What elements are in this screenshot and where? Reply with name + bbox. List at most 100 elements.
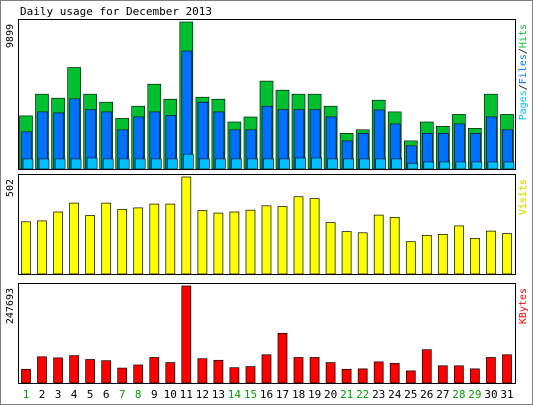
bar-kbytes-12 bbox=[197, 358, 208, 384]
bar-visits-23 bbox=[373, 214, 384, 275]
bar-kbytes-5 bbox=[85, 359, 95, 384]
bar-kbytes-16 bbox=[261, 354, 272, 384]
bar-pages-13 bbox=[215, 158, 226, 170]
bar-pages-27 bbox=[439, 161, 451, 170]
bar-kbytes-17 bbox=[277, 332, 288, 384]
chart-title: Daily usage for December 2013 bbox=[20, 5, 212, 18]
bar-kbytes-22 bbox=[357, 368, 368, 384]
bar-kbytes-19 bbox=[309, 357, 320, 384]
bar-visits-5 bbox=[85, 215, 95, 275]
bar-visits-18 bbox=[293, 196, 304, 275]
x-tick-label-28: 28 bbox=[452, 388, 465, 401]
bar-visits-7 bbox=[117, 208, 128, 275]
bar-kbytes-7 bbox=[117, 367, 128, 384]
bar-pages-26 bbox=[423, 161, 435, 170]
bar-visits-8 bbox=[133, 207, 144, 275]
bar-kbytes-6 bbox=[101, 360, 112, 384]
x-tick-label-15: 15 bbox=[244, 388, 257, 401]
bar-kbytes-24 bbox=[389, 363, 400, 384]
bar-visits-19 bbox=[309, 198, 320, 275]
bar-visits-2 bbox=[37, 220, 47, 275]
x-tick-label-2: 2 bbox=[39, 388, 46, 401]
bar-visits-21 bbox=[341, 231, 352, 275]
x-tick-label-30: 30 bbox=[484, 388, 497, 401]
x-tick-label-12: 12 bbox=[196, 388, 209, 401]
x-tick-label-4: 4 bbox=[71, 388, 78, 401]
x-tick-label-18: 18 bbox=[292, 388, 305, 401]
side-label-kbytes: KBytes bbox=[518, 288, 529, 324]
bar-visits-12 bbox=[197, 210, 208, 275]
bar-pages-15 bbox=[247, 158, 258, 170]
bar-pages-30 bbox=[487, 161, 499, 170]
bar-pages-25 bbox=[407, 163, 419, 170]
x-tick-label-14: 14 bbox=[228, 388, 242, 401]
x-tick-label-27: 27 bbox=[436, 388, 449, 401]
bar-kbytes-26 bbox=[421, 349, 432, 384]
bar-files-30 bbox=[486, 116, 497, 170]
bar-kbytes-9 bbox=[149, 357, 160, 384]
bar-pages-7 bbox=[118, 158, 130, 170]
bar-visits-30 bbox=[486, 230, 496, 275]
x-tick-label-21: 21 bbox=[340, 388, 353, 401]
x-tick-label-8: 8 bbox=[135, 388, 142, 401]
y-max-label-usage: 9899 bbox=[5, 24, 16, 48]
bar-visits-14 bbox=[229, 211, 240, 275]
bar-visits-20 bbox=[325, 222, 336, 275]
x-tick-label-22: 22 bbox=[356, 388, 369, 401]
bar-pages-1 bbox=[22, 158, 34, 170]
side-label-part-0: KBytes bbox=[518, 288, 529, 324]
x-tick-label-16: 16 bbox=[260, 388, 273, 401]
bar-pages-28 bbox=[455, 161, 467, 170]
bar-visits-29 bbox=[470, 238, 480, 275]
x-tick-label-7: 7 bbox=[119, 388, 126, 401]
bar-kbytes-30 bbox=[486, 357, 496, 384]
x-tick-label-17: 17 bbox=[276, 388, 289, 401]
x-tick-label-9: 9 bbox=[151, 388, 158, 401]
bar-visits-22 bbox=[357, 232, 368, 275]
bar-pages-2 bbox=[38, 158, 50, 170]
bar-pages-5 bbox=[86, 157, 98, 170]
bar-kbytes-3 bbox=[53, 357, 63, 384]
side-label-part-0: Pages bbox=[518, 90, 529, 120]
bar-kbytes-31 bbox=[502, 354, 512, 384]
bar-pages-18 bbox=[295, 157, 306, 170]
bar-kbytes-8 bbox=[133, 364, 144, 384]
side-label-part-1: / bbox=[518, 84, 529, 90]
bar-visits-11 bbox=[181, 176, 192, 275]
y-max-label-visits: 502 bbox=[5, 179, 16, 197]
x-tick-label-29: 29 bbox=[468, 388, 481, 401]
x-tick-label-23: 23 bbox=[372, 388, 385, 401]
bar-pages-10 bbox=[167, 158, 178, 170]
bar-kbytes-25 bbox=[405, 370, 416, 384]
side-label-part-4: Hits bbox=[518, 24, 529, 48]
bar-visits-31 bbox=[502, 233, 512, 275]
bar-pages-31 bbox=[503, 161, 515, 170]
bar-pages-14 bbox=[231, 158, 242, 170]
bar-visits-6 bbox=[101, 202, 112, 275]
x-tick-label-19: 19 bbox=[308, 388, 321, 401]
bar-pages-8 bbox=[134, 158, 146, 170]
bar-visits-17 bbox=[277, 206, 288, 275]
x-tick-label-24: 24 bbox=[388, 388, 402, 401]
bar-kbytes-1 bbox=[21, 368, 31, 384]
bar-files-4 bbox=[69, 98, 80, 170]
bar-visits-24 bbox=[389, 217, 400, 275]
bar-visits-28 bbox=[454, 225, 464, 275]
side-label-part-0: Visits bbox=[518, 179, 529, 215]
bar-visits-27 bbox=[437, 234, 448, 275]
x-tick-label-11: 11 bbox=[180, 388, 193, 401]
x-tick-label-13: 13 bbox=[212, 388, 225, 401]
bar-pages-9 bbox=[151, 158, 162, 170]
bar-kbytes-15 bbox=[245, 366, 256, 384]
bar-kbytes-11 bbox=[181, 285, 192, 384]
bar-visits-15 bbox=[245, 209, 256, 275]
bar-kbytes-20 bbox=[325, 362, 336, 384]
bar-pages-24 bbox=[391, 158, 403, 170]
bar-visits-10 bbox=[165, 203, 176, 275]
bar-pages-17 bbox=[279, 158, 290, 170]
bar-pages-22 bbox=[359, 158, 371, 170]
